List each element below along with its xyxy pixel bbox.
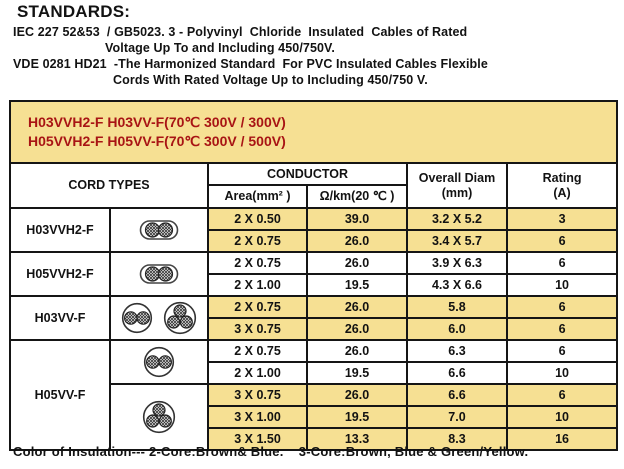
table-row: 2 X 1.00 19.5 6.6 10 [10,361,619,385]
rating-cell: 6 [505,295,619,319]
area-cell: 2 X 1.00 [207,273,308,297]
resistance-cell: 26.0 [306,317,408,341]
diam-cell: 8.3 [406,427,508,451]
area-cell: 2 X 0.75 [207,251,308,275]
cord-type-label-h03vvf: H03VV-F [9,295,111,341]
header-row-1: CORD TYPES CONDUCTOR Overall Diam (mm) R… [9,162,619,209]
resistance-cell: 26.0 [306,383,408,407]
col-header-cord-types: CORD TYPES [9,162,209,209]
table-row: 3 X 0.75 26.0 6.6 6 [10,383,619,451]
diam-cell: 3.2 X 5.2 [406,207,508,231]
resistance-cell: 26.0 [306,251,408,275]
standard-iec-line: IEC 227 52&53 / GB5023. 3 - Polyvinyl Ch… [13,25,468,39]
col-header-resistance: Ω/km(20 ℃ ) [306,184,408,209]
col-header-conductor: CONDUCTOR [207,162,408,186]
table-row: 3 X 1.50 13.3 8.3 16 [10,427,619,451]
table-row: 3 X 0.75 26.0 6.0 6 [10,317,619,341]
resistance-cell: 26.0 [306,229,408,253]
cable-spec-table: H03VVH2-F H03VV-F(70℃ 300V / 300V) H05VV… [8,100,619,451]
standard-iec-line2: Voltage Up To and Including 450/750V. [105,41,335,55]
area-cell: 3 X 1.50 [207,427,308,451]
rating-cell: 16 [505,427,619,451]
area-cell: 3 X 0.75 [207,383,308,407]
table-row: H03VVH2-F 2 X 0.50 39.0 3.2 X 5.2 3 [9,207,619,253]
diam-cell: 3.4 X 5.7 [406,229,508,253]
flat-2core-cable-icon [111,219,207,241]
rating-cell: 6 [505,229,619,253]
resistance-cell: 26.0 [306,339,408,363]
table-title: H03VVH2-F H03VV-F(70℃ 300V / 300V) H05VV… [8,100,619,164]
table-row: 2 X 1.00 19.5 4.3 X 6.6 10 [10,273,619,297]
resistance-cell: 19.5 [306,273,408,297]
rating-cell: 10 [505,405,619,429]
rating-cell: 10 [505,361,619,385]
cord-type-label-h05vvh2f: H05VVH2-F [9,251,111,297]
rating-cell: 6 [505,383,619,407]
rating-cell: 6 [505,251,619,275]
icon-cell [109,339,209,385]
header-row-2: Area(mm² ) Ω/km(20 ℃ ) [10,184,617,209]
icon-cell [109,207,209,253]
area-cell: 3 X 0.75 [207,317,308,341]
round-2core-cable-icon [111,346,207,378]
table-row: 2 X 0.75 26.0 3.4 X 5.7 6 [10,229,619,253]
flat-2core-cable-icon [111,263,207,285]
round-3core-cable-icon [111,400,207,434]
area-cell: 2 X 0.75 [207,295,308,319]
table-row: H05VVH2-F 2 X 0.75 26.0 3.9 X 6.3 6 [9,251,619,297]
table-row: 3 X 1.00 19.5 7.0 10 [10,405,619,429]
table-row: H05VV-F 2 X 0.75 26.0 6.3 6 [9,339,619,451]
table-title-row: H03VVH2-F H03VV-F(70℃ 300V / 300V) H05VV… [8,100,619,164]
standard-vde-line: VDE 0281 HD21 -The Harmonized Standard F… [13,57,488,71]
rating-cell: 3 [505,207,619,231]
standards-section: STANDARDS: IEC 227 52&53 / GB5023. 3 - P… [13,2,613,88]
standard-vde-line2: Cords With Rated Voltage Up to Including… [113,73,428,87]
diam-cell: 6.0 [406,317,508,341]
diam-cell: 4.3 X 6.6 [406,273,508,297]
insulation-color-note: Color of Insulation--- 2-Core:Brown& Blu… [13,444,529,459]
area-cell: 2 X 1.00 [207,361,308,385]
resistance-cell: 13.3 [306,427,408,451]
diam-cell: 6.6 [406,361,508,385]
col-header-rating: Rating (A) [505,162,619,209]
icon-cell [109,383,209,451]
diam-cell: 3.9 X 6.3 [406,251,508,275]
standards-heading: STANDARDS: [17,2,131,21]
diam-cell: 6.6 [406,383,508,407]
table-title-line1: H03VVH2-F H03VV-F(70℃ 300V / 300V) [28,114,286,130]
round-2core-cable-icon [121,302,153,334]
rating-cell: 6 [505,339,619,363]
area-cell: 2 X 0.75 [207,339,308,363]
area-cell: 2 X 0.75 [207,229,308,253]
resistance-cell: 26.0 [306,295,408,319]
diam-cell: 6.3 [406,339,508,363]
rating-cell: 6 [505,317,619,341]
area-cell: 2 X 0.50 [207,207,308,231]
icon-cell [109,295,209,341]
resistance-cell: 19.5 [306,405,408,429]
resistance-cell: 19.5 [306,361,408,385]
table-title-line2: H05VVH2-F H05VV-F(70℃ 300V / 500V) [28,133,286,149]
cord-type-label-h03vvh2f: H03VVH2-F [9,207,111,253]
table-row: H03VV-F 2 X 0.75 26.0 [9,295,619,341]
icon-cell [109,251,209,297]
resistance-cell: 39.0 [306,207,408,231]
area-cell: 3 X 1.00 [207,405,308,429]
rating-cell: 10 [505,273,619,297]
round-3core-cable-icon [163,301,197,335]
diam-cell: 5.8 [406,295,508,319]
col-header-overall-diam: Overall Diam (mm) [406,162,508,209]
col-header-area: Area(mm² ) [207,184,308,209]
cord-type-label-h05vvf: H05VV-F [9,339,111,451]
diam-cell: 7.0 [406,405,508,429]
